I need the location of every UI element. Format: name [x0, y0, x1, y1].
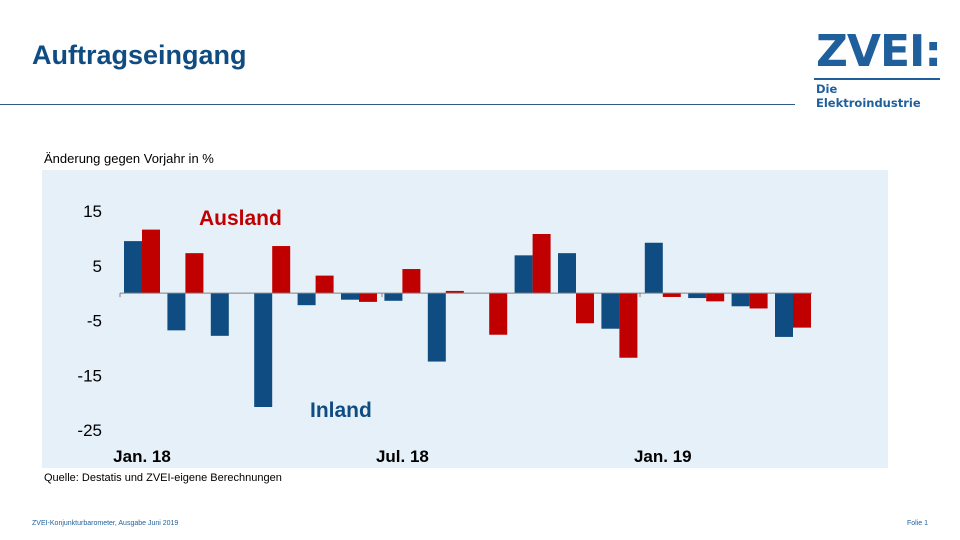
series-annotations: Ausland Inland: [199, 207, 372, 422]
y-tick-label: 5: [93, 257, 102, 276]
logo-subtitle: Die Elektroindustrie: [816, 82, 921, 110]
bar-ausland: [749, 293, 768, 309]
bar-inland: [124, 241, 142, 294]
bar-ausland: [489, 293, 508, 335]
y-tick-label: -5: [87, 312, 102, 331]
series-label-inland: Inland: [310, 399, 372, 422]
footer-slide-number: Folie 1: [906, 520, 928, 527]
bar-inland: [644, 242, 663, 294]
x-tick-label: Jan. 19: [634, 447, 692, 466]
bar-inland: [688, 293, 707, 299]
bar-ausland: [576, 293, 594, 324]
logo-wordmark: ZVEI:: [816, 26, 942, 77]
bar-inland: [341, 293, 359, 300]
bar-ausland: [142, 229, 160, 294]
bar-ausland: [532, 233, 551, 294]
source-note: Quelle: Destatis und ZVEI-eigene Berechn…: [44, 472, 282, 484]
y-axis: 15 5 -5 -15 -25: [77, 202, 102, 440]
x-tick-label: Jul. 18: [376, 447, 429, 466]
bar-ausland: [315, 275, 334, 294]
footer-edition: ZVEI-Konjunkturbarometer, Ausgabe Juni 2…: [32, 520, 179, 527]
page-title: Auftragseingang: [32, 40, 247, 70]
bar-ausland: [793, 293, 811, 328]
chart-ylabel: Änderung gegen Vorjahr in %: [44, 151, 214, 166]
bar-ausland: [359, 293, 377, 302]
bar-inland: [731, 293, 750, 307]
y-tick-label: -25: [77, 421, 102, 440]
bar-inland: [427, 293, 446, 362]
y-tick-label: 15: [83, 202, 102, 221]
y-tick-label: -15: [77, 366, 102, 385]
bars: [124, 229, 811, 408]
bar-ausland: [185, 253, 204, 294]
bar-ausland: [706, 293, 725, 302]
bar-inland: [514, 255, 533, 294]
bar-inland: [384, 293, 403, 301]
bar-ausland: [662, 293, 681, 297]
bar-ausland: [272, 246, 291, 294]
bar-inland: [297, 293, 316, 306]
x-axis: Jan. 18 Jul. 18 Jan. 19: [113, 293, 692, 466]
bar-inland: [254, 293, 273, 408]
logo-underline: [814, 78, 940, 80]
bar-inland: [601, 293, 620, 329]
title-divider: [0, 104, 795, 105]
bar-inland: [775, 293, 793, 337]
bar-inland: [167, 293, 186, 331]
zvei-logo: ZVEI: Die Elektroindustrie: [810, 26, 945, 110]
bar-ausland: [402, 269, 421, 294]
bar-ausland: [445, 290, 464, 294]
x-tick-label: Jan. 18: [113, 447, 171, 466]
bar-inland: [558, 253, 576, 294]
bar-ausland: [619, 293, 638, 358]
bar-inland: [210, 293, 229, 336]
series-label-ausland: Ausland: [199, 207, 282, 230]
